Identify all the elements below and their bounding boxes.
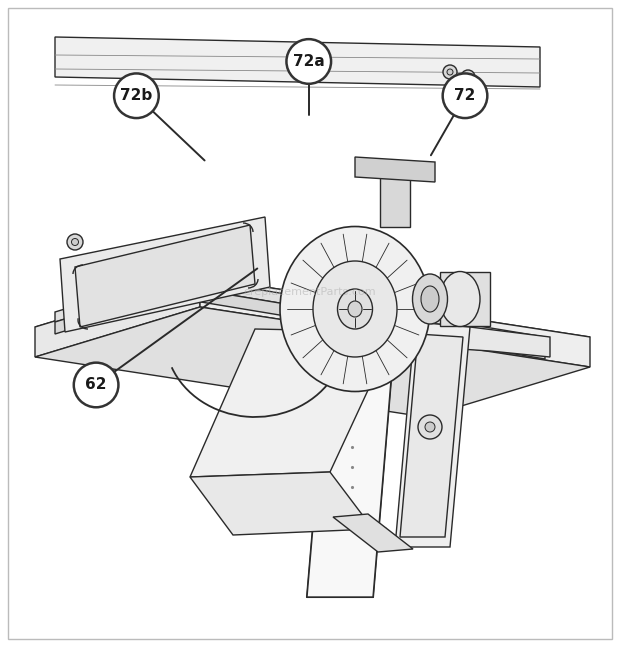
Ellipse shape [280, 226, 430, 391]
Polygon shape [190, 472, 373, 535]
Polygon shape [380, 167, 410, 227]
Polygon shape [35, 277, 200, 357]
FancyBboxPatch shape [8, 8, 612, 639]
Polygon shape [355, 157, 435, 182]
Text: 72: 72 [454, 88, 476, 104]
Circle shape [114, 74, 159, 118]
Polygon shape [60, 217, 270, 332]
Ellipse shape [440, 272, 480, 327]
Circle shape [465, 74, 471, 80]
Circle shape [71, 239, 79, 245]
Circle shape [443, 74, 487, 118]
Polygon shape [55, 279, 195, 334]
Ellipse shape [412, 274, 448, 324]
Ellipse shape [337, 289, 373, 329]
Polygon shape [75, 225, 255, 327]
Polygon shape [307, 327, 395, 597]
Polygon shape [35, 277, 590, 387]
Polygon shape [200, 277, 590, 367]
Circle shape [425, 422, 435, 432]
Circle shape [67, 234, 83, 250]
Polygon shape [190, 329, 395, 477]
Polygon shape [395, 322, 470, 547]
Text: 62: 62 [86, 377, 107, 393]
Circle shape [447, 69, 453, 75]
Polygon shape [55, 37, 540, 87]
Circle shape [74, 363, 118, 407]
Circle shape [286, 39, 331, 83]
Polygon shape [55, 269, 195, 322]
Ellipse shape [313, 261, 397, 357]
Circle shape [461, 70, 475, 84]
Ellipse shape [348, 301, 362, 317]
Text: 72a: 72a [293, 54, 325, 69]
Polygon shape [400, 334, 463, 537]
Text: 72b: 72b [120, 88, 153, 104]
Polygon shape [195, 279, 545, 347]
Polygon shape [35, 307, 590, 417]
Polygon shape [415, 322, 550, 357]
Circle shape [418, 415, 442, 439]
Polygon shape [440, 272, 490, 326]
Text: ereplacementParts.com: ereplacementParts.com [244, 287, 376, 297]
Circle shape [443, 65, 457, 79]
Polygon shape [333, 514, 413, 552]
Ellipse shape [421, 286, 439, 312]
Polygon shape [195, 289, 545, 359]
